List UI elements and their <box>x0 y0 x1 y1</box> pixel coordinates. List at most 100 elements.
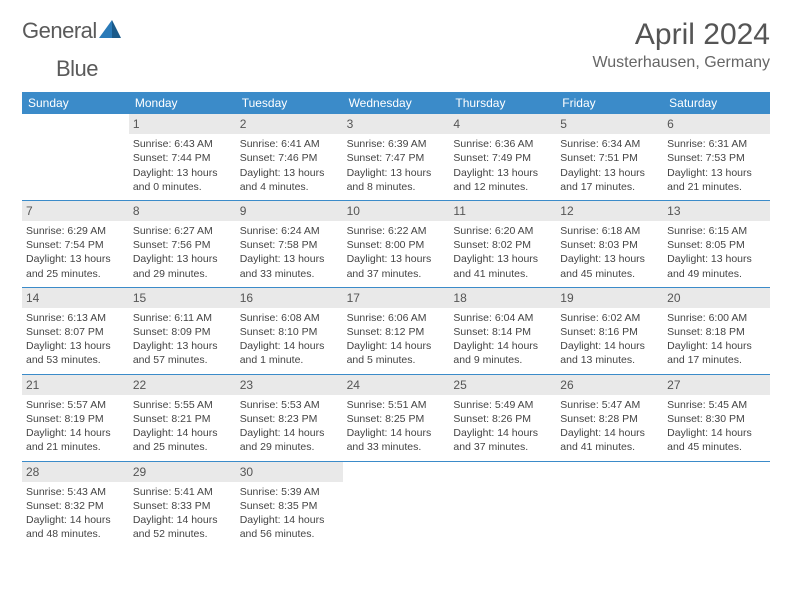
weekday-header: Sunday <box>22 92 129 114</box>
cell-line: Daylight: 13 hours and 45 minutes. <box>560 252 659 280</box>
cell-line: Sunset: 7:51 PM <box>560 151 659 165</box>
calendar-cell: 9Sunrise: 6:24 AMSunset: 7:58 PMDaylight… <box>236 200 343 287</box>
day-number: 8 <box>129 201 236 221</box>
day-number: 29 <box>129 462 236 482</box>
cell-line: Sunset: 8:33 PM <box>133 499 232 513</box>
cell-line: Daylight: 14 hours and 45 minutes. <box>667 426 766 454</box>
calendar-cell: 0 <box>663 461 770 548</box>
cell-line: Daylight: 14 hours and 1 minute. <box>240 339 339 367</box>
day-number: 30 <box>236 462 343 482</box>
calendar-cell: 7Sunrise: 6:29 AMSunset: 7:54 PMDaylight… <box>22 200 129 287</box>
calendar-cell: 19Sunrise: 6:02 AMSunset: 8:16 PMDayligh… <box>556 287 663 374</box>
cell-line: Sunrise: 6:11 AM <box>133 311 232 325</box>
cell-line: Daylight: 14 hours and 56 minutes. <box>240 513 339 541</box>
cell-line: Daylight: 14 hours and 9 minutes. <box>453 339 552 367</box>
month-title: April 2024 <box>592 18 770 52</box>
cell-line: Sunset: 8:28 PM <box>560 412 659 426</box>
cell-line: Sunrise: 5:47 AM <box>560 398 659 412</box>
cell-line: Daylight: 14 hours and 29 minutes. <box>240 426 339 454</box>
cell-line: Sunrise: 5:53 AM <box>240 398 339 412</box>
cell-line: Sunset: 7:56 PM <box>133 238 232 252</box>
cell-line: Daylight: 14 hours and 17 minutes. <box>667 339 766 367</box>
cell-line: Sunset: 7:47 PM <box>347 151 446 165</box>
cell-line: Daylight: 14 hours and 33 minutes. <box>347 426 446 454</box>
day-number: 13 <box>663 201 770 221</box>
day-number: 18 <box>449 288 556 308</box>
day-number: 28 <box>22 462 129 482</box>
triangle-icon <box>99 20 121 43</box>
calendar-cell: 22Sunrise: 5:55 AMSunset: 8:21 PMDayligh… <box>129 374 236 461</box>
cell-line: Sunrise: 6:24 AM <box>240 224 339 238</box>
cell-line: Sunset: 8:19 PM <box>26 412 125 426</box>
day-number: 4 <box>449 114 556 134</box>
weekday-header: Friday <box>556 92 663 114</box>
cell-line: Daylight: 13 hours and 53 minutes. <box>26 339 125 367</box>
cell-line: Sunrise: 5:55 AM <box>133 398 232 412</box>
cell-line: Sunrise: 5:45 AM <box>667 398 766 412</box>
calendar-cell: 4 Sunrise: 6:36 AMSunset: 7:49 PMDaylight… <box>449 114 556 200</box>
day-number: 24 <box>343 375 450 395</box>
calendar-cell: 5Sunrise: 6:34 AMSunset: 7:51 PMDaylight… <box>556 114 663 200</box>
calendar-cell: 13Sunrise: 6:15 AMSunset: 8:05 PMDayligh… <box>663 200 770 287</box>
calendar-cell: 8Sunrise: 6:27 AMSunset: 7:56 PMDaylight… <box>129 200 236 287</box>
day-number: 1 <box>129 114 236 134</box>
cell-line: Sunset: 8:26 PM <box>453 412 552 426</box>
cell-line: Sunset: 8:25 PM <box>347 412 446 426</box>
day-number: 22 <box>129 375 236 395</box>
cell-line: Daylight: 14 hours and 37 minutes. <box>453 426 552 454</box>
cell-line: Sunset: 8:32 PM <box>26 499 125 513</box>
calendar-cell: 29Sunrise: 5:41 AMSunset: 8:33 PMDayligh… <box>129 461 236 548</box>
weekday-header: Monday <box>129 92 236 114</box>
day-number: 15 <box>129 288 236 308</box>
cell-line: Sunrise: 5:39 AM <box>240 485 339 499</box>
cell-line: Daylight: 14 hours and 13 minutes. <box>560 339 659 367</box>
cell-line: Daylight: 13 hours and 4 minutes. <box>240 166 339 194</box>
logo: General <box>22 18 123 44</box>
cell-line: Sunrise: 6:43 AM <box>133 137 232 151</box>
calendar-cell: 23Sunrise: 5:53 AMSunset: 8:23 PMDayligh… <box>236 374 343 461</box>
cell-line: Daylight: 13 hours and 37 minutes. <box>347 252 446 280</box>
cell-line: Sunset: 8:10 PM <box>240 325 339 339</box>
cell-line: Sunset: 8:07 PM <box>26 325 125 339</box>
day-number: 23 <box>236 375 343 395</box>
cell-line: Sunrise: 6:06 AM <box>347 311 446 325</box>
day-number: 20 <box>663 288 770 308</box>
cell-line: Sunrise: 6:41 AM <box>240 137 339 151</box>
day-number: 11 <box>449 201 556 221</box>
cell-line: Sunrise: 6:34 AM <box>560 137 659 151</box>
calendar-header-row: SundayMondayTuesdayWednesdayThursdayFrid… <box>22 92 770 114</box>
cell-line: Daylight: 13 hours and 8 minutes. <box>347 166 446 194</box>
day-number: 10 <box>343 201 450 221</box>
cell-line: Sunset: 8:09 PM <box>133 325 232 339</box>
calendar-cell: 3Sunrise: 6:39 AMSunset: 7:47 PMDaylight… <box>343 114 450 200</box>
day-number: 19 <box>556 288 663 308</box>
day-number: 5 <box>556 114 663 134</box>
day-number: 9 <box>236 201 343 221</box>
cell-line: Daylight: 14 hours and 41 minutes. <box>560 426 659 454</box>
cell-line: Sunrise: 6:04 AM <box>453 311 552 325</box>
calendar-cell: 11Sunrise: 6:20 AMSunset: 8:02 PMDayligh… <box>449 200 556 287</box>
calendar-cell: 0 <box>449 461 556 548</box>
weekday-header: Wednesday <box>343 92 450 114</box>
cell-line: Sunrise: 6:36 AM <box>453 137 552 151</box>
cell-line: Sunset: 7:49 PM <box>453 151 552 165</box>
cell-line: Sunrise: 6:18 AM <box>560 224 659 238</box>
calendar-cell: 0 <box>343 461 450 548</box>
cell-line: Daylight: 13 hours and 41 minutes. <box>453 252 552 280</box>
calendar-cell: 30 Sunrise: 5:39 AMSunset: 8:35 PMDayligh… <box>236 461 343 548</box>
calendar-cell: 6Sunrise: 6:31 AMSunset: 7:53 PMDaylight… <box>663 114 770 200</box>
cell-line: Daylight: 13 hours and 12 minutes. <box>453 166 552 194</box>
cell-line: Sunset: 7:58 PM <box>240 238 339 252</box>
cell-line: Daylight: 13 hours and 29 minutes. <box>133 252 232 280</box>
cell-line: Sunset: 8:12 PM <box>347 325 446 339</box>
cell-line: Sunset: 8:18 PM <box>667 325 766 339</box>
day-number: 17 <box>343 288 450 308</box>
cell-line: Sunset: 8:05 PM <box>667 238 766 252</box>
calendar-cell: 15Sunrise: 6:11 AMSunset: 8:09 PMDayligh… <box>129 287 236 374</box>
cell-line: Sunrise: 6:22 AM <box>347 224 446 238</box>
cell-line: Daylight: 13 hours and 21 minutes. <box>667 166 766 194</box>
calendar-cell: 28Sunrise: 5:43 AMSunset: 8:32 PMDayligh… <box>22 461 129 548</box>
cell-line: Sunset: 8:35 PM <box>240 499 339 513</box>
cell-line: Sunrise: 5:43 AM <box>26 485 125 499</box>
cell-line: Sunset: 7:44 PM <box>133 151 232 165</box>
